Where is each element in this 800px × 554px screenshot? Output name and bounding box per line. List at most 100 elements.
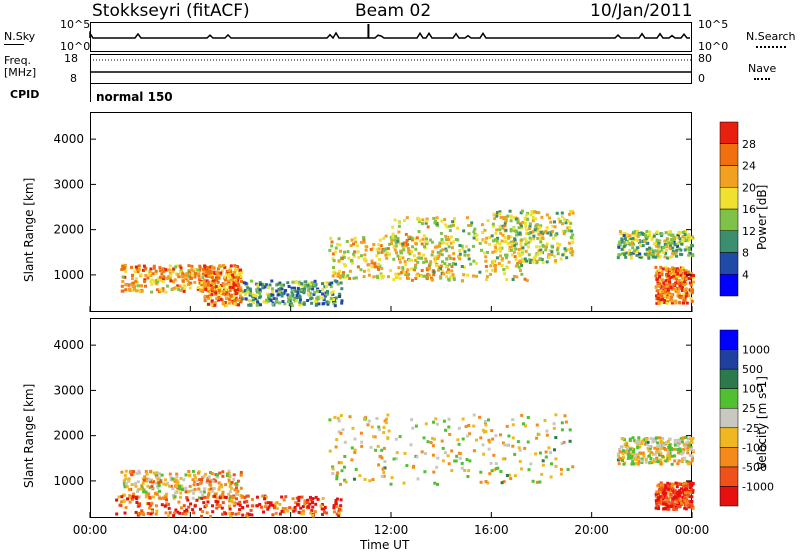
echo-cell: [172, 279, 176, 283]
echo-cell: [136, 270, 140, 274]
echo-cell: [434, 417, 438, 421]
echo-cell: [425, 240, 429, 243]
echo-cell: [220, 485, 224, 489]
echo-cell: [371, 478, 375, 482]
echo-cell: [684, 497, 688, 501]
echo-cell: [223, 495, 227, 499]
echo-cell: [494, 434, 498, 438]
echo-cell: [413, 237, 417, 241]
echo-cell: [306, 498, 310, 502]
echo-cell: [311, 497, 315, 501]
echo-cell: [547, 253, 551, 257]
echo-cell: [254, 282, 258, 286]
echo-cell: [436, 456, 440, 460]
echo-cell: [336, 243, 340, 246]
echo-cell: [264, 495, 268, 499]
echo-cell: [669, 495, 672, 499]
echo-cell: [562, 440, 566, 444]
echo-cell: [224, 288, 228, 292]
echo-cell: [178, 487, 182, 491]
echo-cell: [219, 297, 223, 301]
echo-cell: [680, 241, 684, 244]
echo-cell: [616, 458, 620, 462]
echo-cell: [188, 270, 192, 274]
echo-cell: [237, 511, 241, 515]
echo-cell: [676, 443, 680, 447]
echo-cell: [687, 504, 691, 508]
echo-cell: [657, 284, 661, 288]
echo-cell: [223, 301, 227, 304]
echo-cell: [671, 497, 675, 501]
echo-cell: [397, 224, 401, 228]
echo-cell: [563, 229, 567, 233]
echo-cell: [301, 509, 305, 513]
echo-cell: [680, 242, 684, 246]
echo-cell: [163, 504, 167, 508]
echo-cell: [686, 276, 690, 280]
echo-cell: [627, 454, 631, 457]
echo-cell: [662, 281, 666, 285]
echo-cell: [432, 437, 436, 441]
echo-cell: [147, 272, 151, 276]
echo-cell: [168, 472, 172, 476]
echo-cell: [685, 441, 689, 445]
echo-cell: [223, 265, 227, 269]
echo-cell: [134, 279, 138, 283]
echo-cell: [478, 241, 482, 245]
echo-cell: [369, 248, 373, 251]
echo-cell: [447, 271, 451, 275]
echo-cell: [565, 256, 569, 260]
echo-cell: [295, 295, 299, 299]
echo-cell: [438, 241, 442, 245]
echo-cell: [403, 451, 407, 455]
echo-cell: [496, 236, 499, 240]
echo-cell: [156, 477, 160, 481]
echo-cell: [670, 482, 674, 486]
echo-cell: [656, 484, 660, 488]
echo-cell: [276, 293, 280, 297]
echo-cell: [182, 289, 186, 293]
echo-cell: [393, 248, 397, 252]
echo-cell: [504, 215, 508, 219]
echo-cell: [675, 485, 679, 489]
echo-cell: [430, 253, 434, 257]
echo-cell: [151, 495, 155, 499]
echo-cell: [416, 216, 420, 220]
echo-cell: [450, 469, 454, 472]
echo-cell: [536, 480, 539, 484]
echo-cell: [691, 449, 695, 453]
echo-cell: [188, 275, 192, 279]
echo-cell: [427, 273, 431, 277]
echo-cell: [196, 268, 200, 272]
echo-cell: [665, 301, 669, 305]
echo-cell: [271, 287, 274, 291]
echo-cell: [536, 236, 540, 240]
echo-cell: [674, 281, 678, 285]
echo-cell: [519, 243, 523, 247]
echo-cell: [673, 243, 677, 247]
echo-cell: [664, 459, 668, 463]
echo-cell: [201, 276, 205, 280]
echo-cell: [157, 484, 161, 487]
echo-cell: [458, 257, 462, 261]
echo-cell: [137, 469, 141, 473]
echo-cell: [670, 485, 674, 489]
echo-cell: [295, 299, 298, 303]
colorbar-segment: [719, 121, 739, 144]
echo-cell: [493, 269, 497, 273]
echo-cell: [332, 506, 336, 510]
echo-cell: [394, 234, 398, 238]
colorbar-tick-label: -100: [742, 441, 767, 454]
colorbar-tick-label: 1000: [742, 344, 770, 357]
echo-cell: [657, 270, 661, 274]
echo-cell: [432, 420, 435, 424]
echo-cell: [124, 506, 128, 510]
echo-cell: [509, 477, 513, 481]
echo-cell: [451, 262, 455, 266]
echo-cell: [675, 287, 679, 291]
echo-cell: [490, 234, 494, 238]
echo-cell: [269, 501, 273, 505]
echo-cell: [655, 490, 659, 494]
echo-cell: [338, 243, 342, 247]
echo-cell: [250, 513, 254, 517]
